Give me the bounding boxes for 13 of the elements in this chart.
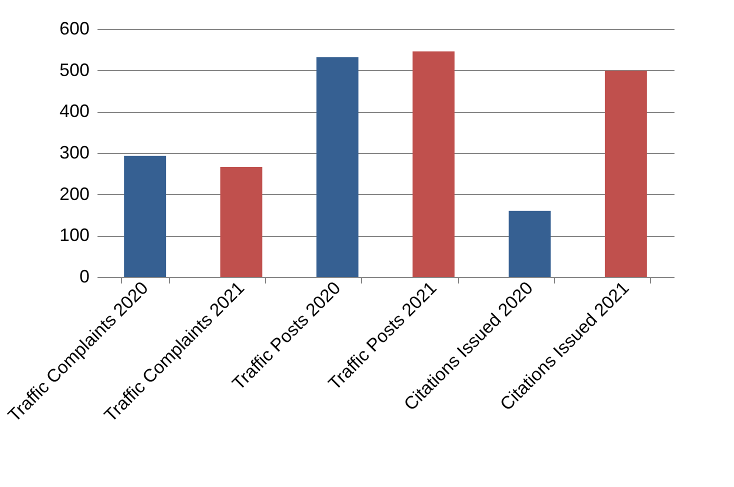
bar <box>412 51 455 277</box>
y-tick-label: 300 <box>59 142 90 162</box>
bar <box>316 57 358 277</box>
y-tick-label: 500 <box>59 60 90 80</box>
y-tick-label: 400 <box>59 101 90 122</box>
bar <box>604 70 647 277</box>
y-tick-label: 200 <box>59 184 90 204</box>
bar <box>508 210 551 277</box>
y-tick-label: 600 <box>59 18 90 38</box>
bar <box>124 156 166 277</box>
y-tick-label: 0 <box>79 266 90 286</box>
y-tick-label: 100 <box>59 225 90 246</box>
bar <box>220 167 262 277</box>
